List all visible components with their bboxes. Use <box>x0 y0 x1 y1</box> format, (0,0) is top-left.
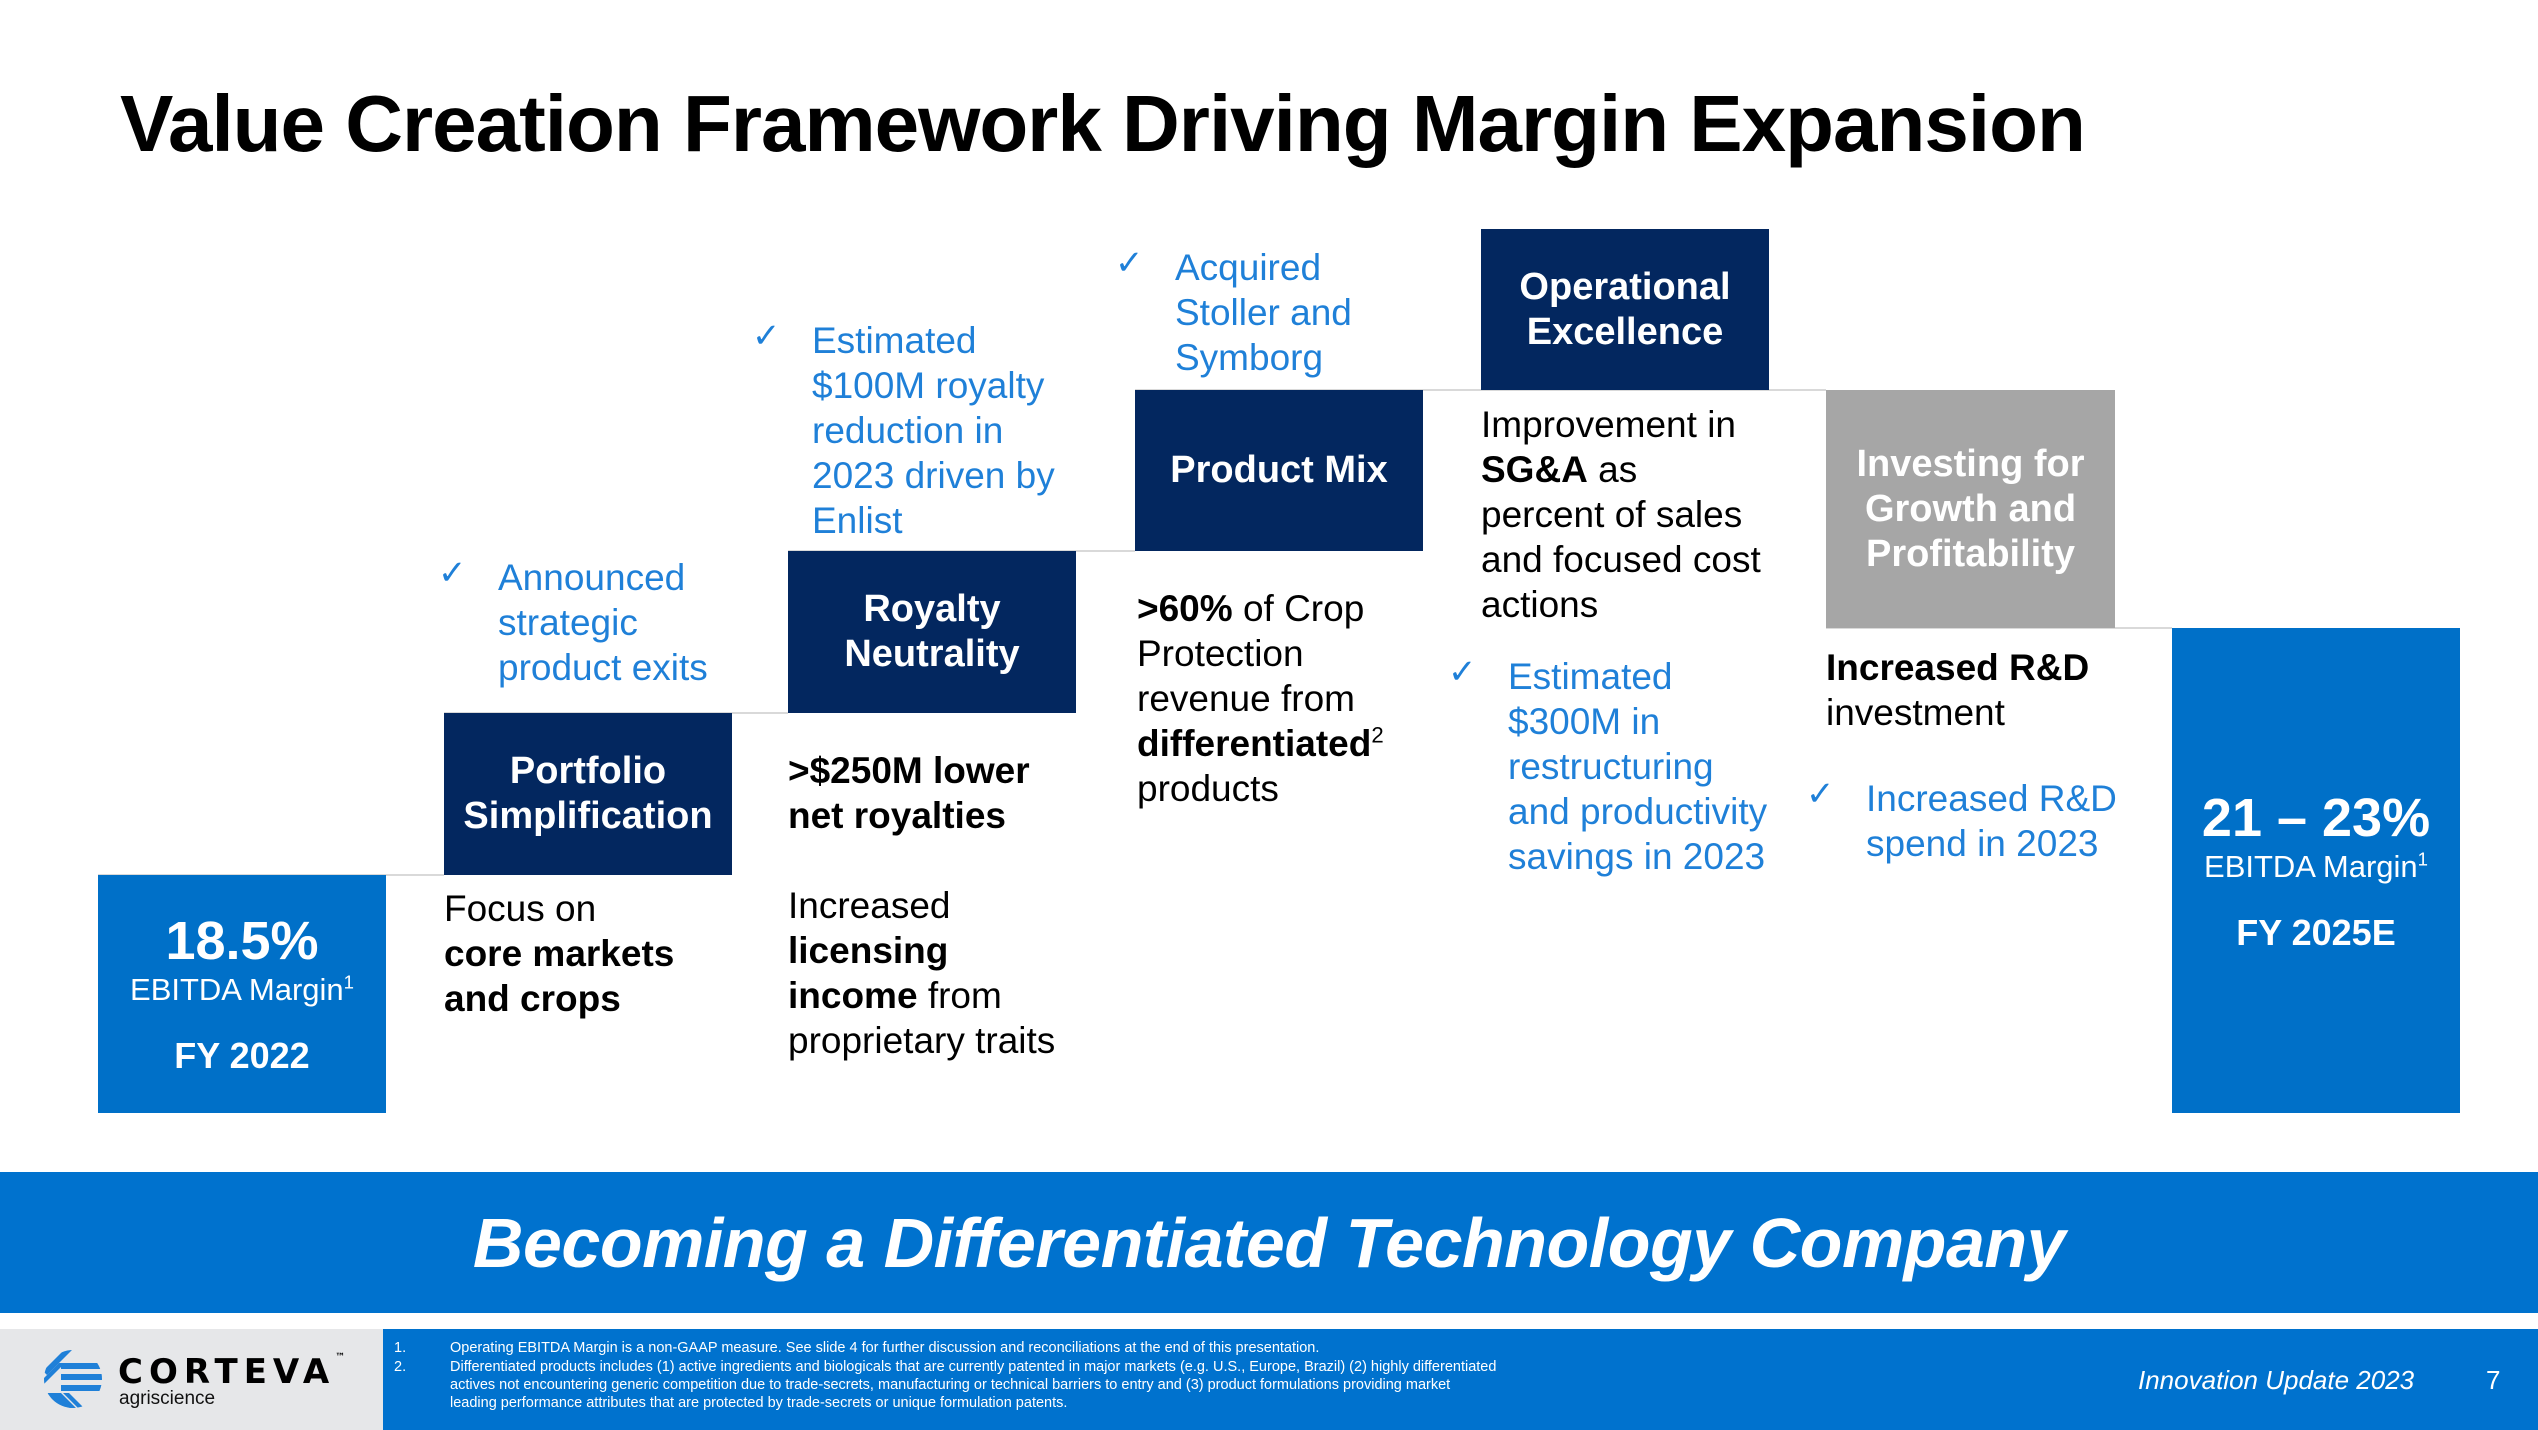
corteva-wordmark: CORTEVA™ <box>118 1352 346 1392</box>
tagline-text: Becoming a Differentiated Technology Com… <box>472 1203 2066 1282</box>
step-line-5 <box>1826 627 2172 629</box>
desc-line: Protection <box>1137 633 1304 674</box>
check-icon: ✓ <box>1115 244 1144 282</box>
desc-royalty: >$250M lower net royalties Increased licens… <box>788 748 1055 1063</box>
desc-line: net royalties <box>788 795 1006 836</box>
end-margin-box: 21 – 23% EBITDA Margin1 FY 2025E <box>2172 628 2460 1113</box>
desc-line: revenue from <box>1137 678 1355 719</box>
desc-line: proprietary traits <box>788 1020 1056 1061</box>
corteva-subtitle: agriscience <box>119 1388 216 1409</box>
check-icon: ✓ <box>438 554 467 592</box>
desc-operational: Improvement in SG&A as percent of sales and… <box>1481 402 1761 627</box>
desc-line: and focused cost <box>1481 539 1761 580</box>
desc-line: actions <box>1481 584 1599 625</box>
desc-line: Focus on <box>444 888 597 929</box>
desc-investing: Increased R&D investment <box>1826 645 2089 735</box>
tagline-banner: Becoming a Differentiated Technology Com… <box>0 1172 2538 1313</box>
start-margin-value: 18.5% <box>165 911 319 971</box>
desc-portfolio: Focus on core markets and crops <box>444 886 674 1021</box>
step-royalty-neutrality: Royalty Neutrality <box>788 551 1076 713</box>
end-margin-label: EBITDA Margin1 <box>2204 848 2428 884</box>
desc-line: percent of sales <box>1481 494 1743 535</box>
desc-line: Increased R&D <box>1826 647 2090 688</box>
corteva-logo-icon <box>44 1350 102 1408</box>
step-portfolio-simplification: Portfolio Simplification <box>444 713 732 875</box>
check-icon: ✓ <box>1806 775 1835 813</box>
page-number: 7 <box>2486 1365 2501 1395</box>
desc-line: >60% of Crop <box>1137 588 1365 629</box>
step-investing-growth: Investing for Growth and Profitability <box>1826 390 2115 628</box>
slide-title: Value Creation Framework Driving Margin … <box>120 79 2086 168</box>
end-margin-value: 21 – 23% <box>2201 787 2431 848</box>
step-operational-excellence: Operational Excellence <box>1481 229 1769 390</box>
desc-line: SG&A as <box>1481 449 1638 490</box>
presentation-name: Innovation Update 2023 <box>2138 1365 2415 1395</box>
desc-line: differentiated2 <box>1137 722 1384 764</box>
desc-line <box>788 838 1055 883</box>
desc-line: Increased <box>788 885 951 926</box>
desc-line: investment <box>1826 692 2005 733</box>
start-period: FY 2022 <box>174 1035 310 1076</box>
check-icon: ✓ <box>1448 653 1477 691</box>
start-margin-label: EBITDA Margin1 <box>130 971 354 1007</box>
desc-product-mix: >60% of Crop Protection revenue from differ… <box>1137 586 1384 811</box>
step-product-mix: Product Mix <box>1135 390 1423 551</box>
footer-bar <box>383 1329 2538 1430</box>
desc-line: and crops <box>444 978 621 1019</box>
desc-line: Improvement in <box>1481 404 1736 445</box>
desc-line: products <box>1137 768 1279 809</box>
desc-line: >$250M lower <box>788 750 1030 791</box>
start-margin-box: 18.5% EBITDA Margin1 FY 2022 <box>98 875 386 1113</box>
desc-line: licensing <box>788 930 949 971</box>
step-line-4 <box>1135 389 1826 391</box>
desc-line: income from <box>788 975 1002 1016</box>
desc-line: core markets <box>444 933 675 974</box>
check-icon: ✓ <box>752 317 781 355</box>
end-period: FY 2025E <box>2236 911 2396 953</box>
